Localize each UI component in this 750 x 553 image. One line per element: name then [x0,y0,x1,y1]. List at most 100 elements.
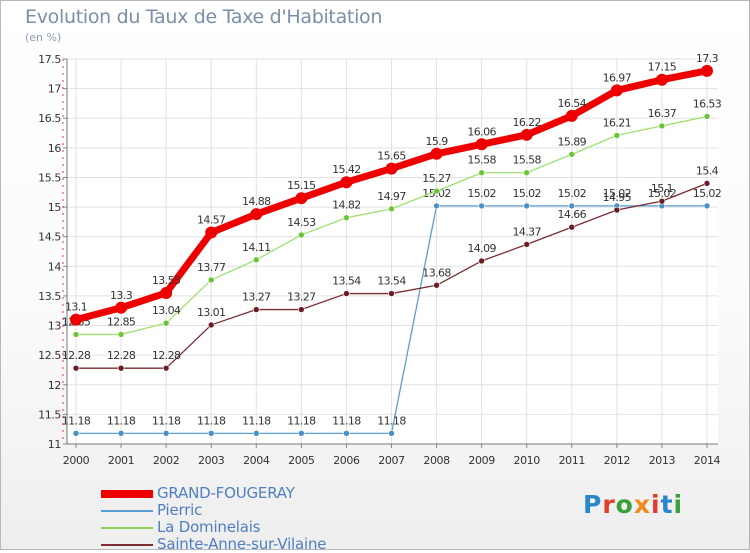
data-label: 13.27 [287,291,316,304]
data-label: 16.37 [648,107,677,120]
y-tick-label: 14.5 [38,231,61,244]
x-tick-label: 2003 [198,454,225,467]
data-point [252,430,260,437]
logo-letter: r [602,490,616,519]
data-point [205,226,218,239]
y-tick-label: 16.5 [38,112,61,125]
data-point [703,113,711,120]
data-label: 13.55 [152,274,181,287]
x-tick-label: 2008 [423,454,450,467]
data-label: 14.09 [467,242,496,255]
x-tick-label: 2012 [604,454,630,467]
data-point [433,202,440,210]
data-label: 14.37 [512,225,541,238]
data-label: 15.02 [693,187,722,200]
data-label: 15.89 [558,135,587,148]
data-point [565,109,578,122]
data-label: 15.58 [512,154,541,167]
data-label: 12.28 [152,349,181,362]
data-point [613,132,621,139]
data-point [388,430,395,437]
logo-letter: i [651,490,661,519]
data-point [252,306,260,313]
y-tick-label: 17 [48,83,62,96]
x-tick-label: 2000 [63,454,90,467]
data-point [478,169,485,177]
plot-area [67,59,718,444]
data-label: 13.54 [377,275,406,288]
chart-unit: (en %) [25,31,62,44]
data-point [523,169,531,177]
data-point [117,430,125,437]
data-label: 15.42 [332,163,361,176]
data-point [433,281,440,289]
data-point [115,301,128,314]
data-point [72,430,80,437]
data-label: 14.97 [377,190,406,203]
data-point [117,331,125,338]
data-label: 12.85 [107,315,136,328]
data-label: 14.95 [603,191,632,204]
data-label: 11.18 [62,414,91,427]
data-label: 15.02 [558,187,587,200]
data-label: 14.11 [242,241,271,254]
x-tick-label: 2006 [333,454,360,467]
y-tick-label: 15 [48,201,62,214]
data-point [298,231,305,239]
data-point [388,290,395,297]
data-label: 13.1 [65,301,87,314]
data-point [433,187,440,195]
data-point [250,208,263,221]
data-point [298,430,305,437]
y-tick-label: 12 [48,379,61,392]
x-tick-label: 2002 [153,454,179,467]
data-label: 15.27 [422,172,451,185]
data-label: 12.28 [62,349,91,362]
data-point [655,73,668,86]
data-point [207,276,215,284]
logo-letter: P [583,490,603,519]
data-point [478,257,485,265]
y-tick-label: 11.5 [38,408,61,421]
data-label: 13.01 [197,306,226,319]
data-label: 15.65 [377,150,406,163]
x-tick-label: 2001 [108,454,134,467]
data-point [703,180,711,187]
data-point [385,162,398,175]
data-label: 11.18 [152,414,181,427]
y-tick-label: 16 [48,142,62,155]
data-label: 12.28 [107,349,136,362]
data-label: 11.18 [332,414,361,427]
x-tick-label: 2010 [513,454,540,467]
data-label: 16.53 [693,97,722,110]
data-label: 11.18 [287,414,316,427]
data-point [613,206,621,214]
x-tick-label: 2011 [559,454,585,467]
data-label: 14.88 [242,195,271,208]
logo-letter: i [673,490,684,519]
data-label: 14.66 [558,208,587,221]
data-point [207,430,215,437]
y-tick-label: 15.5 [38,171,61,184]
data-label: 15.02 [603,187,632,200]
y-tick-label: 11 [48,438,61,451]
data-point [72,364,80,372]
data-point [703,202,711,210]
data-point [520,128,533,141]
x-tick-label: 2009 [468,454,495,467]
data-label: 13.68 [422,266,451,279]
data-label: 13.27 [242,291,271,304]
data-label: 14.82 [332,199,361,212]
data-point [700,64,713,77]
proxiti-logo: Proxiti [583,490,683,519]
data-point [343,430,350,437]
legend-swatch [101,544,153,546]
data-point [658,122,666,130]
y-tick-label: 13 [48,320,62,333]
data-point [610,84,623,97]
x-tick-label: 2014 [694,454,721,467]
data-point [207,321,215,329]
data-label: 15.58 [467,154,496,167]
data-point [70,313,82,326]
